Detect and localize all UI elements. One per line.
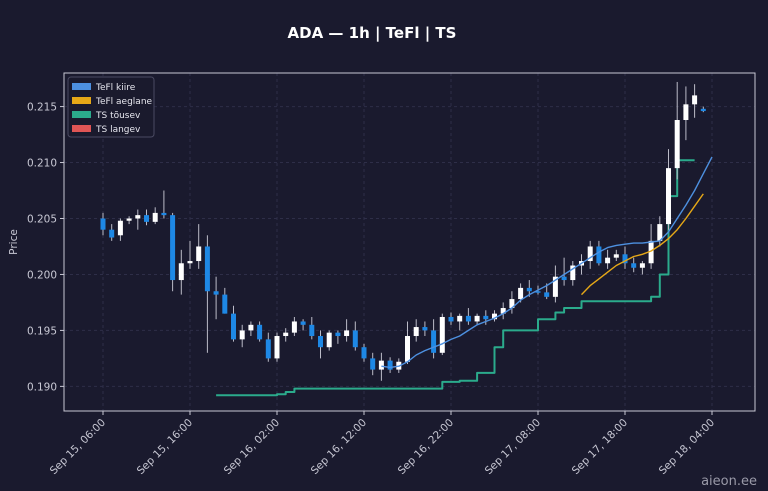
candle-body-down xyxy=(422,327,428,331)
candle-body-down xyxy=(622,254,628,264)
candle-body-up xyxy=(457,315,463,322)
candle-body-up xyxy=(152,212,158,222)
candle-body-down xyxy=(300,321,306,325)
legend-swatch xyxy=(72,111,91,118)
candle-body-up xyxy=(413,327,419,337)
candle-body-down xyxy=(170,215,176,281)
y-tick-label: 0.205 xyxy=(27,213,57,225)
candle-body-down xyxy=(535,291,541,293)
candle-body-up xyxy=(239,330,245,340)
candle-body-down xyxy=(161,212,167,216)
candle-body-up xyxy=(605,257,611,264)
series-line-tefl-aeglane xyxy=(580,193,704,296)
series-line-ts-t-usev xyxy=(216,159,695,397)
candle-body-up xyxy=(570,265,576,281)
candle-body-up xyxy=(344,330,350,337)
watermark-text: aieon.ee xyxy=(701,474,757,489)
legend-label: TS langev xyxy=(95,125,141,135)
candle-body-up xyxy=(439,316,445,353)
candle-body-down xyxy=(213,291,219,295)
candle-body-up xyxy=(500,308,506,314)
trailing-stop-layer xyxy=(216,159,695,397)
candle-body-up xyxy=(683,104,689,121)
plot-frame xyxy=(63,72,756,412)
candle-body-up xyxy=(474,315,480,322)
candle-body-up xyxy=(248,324,254,331)
legend-swatch xyxy=(72,125,91,132)
y-tick-label: 0.200 xyxy=(27,269,57,281)
series-line-tefl-kiire xyxy=(381,156,713,369)
candle-layer xyxy=(100,81,706,381)
candle-body-down xyxy=(700,108,706,112)
trend-line-layer xyxy=(381,156,713,369)
candle-body-up xyxy=(187,261,193,264)
candle-body-down xyxy=(204,246,210,292)
candle-body-down xyxy=(526,287,532,292)
candle-body-up xyxy=(657,224,663,241)
candle-body-down xyxy=(465,315,471,322)
candle-body-down xyxy=(431,330,437,353)
candle-body-down xyxy=(631,263,637,268)
candle-body-down xyxy=(144,215,149,222)
candle-body-down xyxy=(265,339,271,359)
candle-body-up xyxy=(283,332,289,337)
candle-body-up xyxy=(326,332,332,348)
candle-body-up xyxy=(674,120,680,169)
legend-label: TeFl kiire xyxy=(95,83,136,93)
legend-swatch xyxy=(72,83,91,90)
candle-body-up xyxy=(178,263,184,281)
legend-label: TeFl aeglane xyxy=(95,97,153,107)
candle-body-down xyxy=(361,347,367,359)
candle-body-up xyxy=(135,215,141,219)
candle-body-down xyxy=(352,330,358,348)
candle-body-up xyxy=(587,246,593,262)
candle-body-up xyxy=(666,168,671,225)
legend-swatch xyxy=(72,97,91,104)
y-tick-label: 0.210 xyxy=(27,158,57,170)
candle-body-down xyxy=(596,246,602,264)
candle-body-down xyxy=(100,218,106,230)
candle-body-down xyxy=(387,360,393,370)
legend: TeFl kiire TeFl aeglane TS tõusev TS langev xyxy=(67,76,155,138)
legend-label: TS tõusev xyxy=(95,111,141,121)
candle-body-up xyxy=(196,246,202,262)
candle-body-up xyxy=(509,299,515,309)
candle-body-down xyxy=(231,313,236,340)
y-tick-label: 0.190 xyxy=(27,381,57,393)
candle-body-up xyxy=(639,263,645,268)
candle-body-up xyxy=(291,321,297,333)
candle-body-down xyxy=(335,332,341,337)
candle-body-down xyxy=(544,292,550,297)
candle-body-down xyxy=(370,358,376,370)
candle-body-down xyxy=(318,336,323,348)
candle-body-down xyxy=(257,324,263,340)
candle-body-up xyxy=(126,218,132,221)
candle-body-down xyxy=(448,316,454,322)
candle-body-up xyxy=(648,240,654,264)
legend-box xyxy=(67,76,155,138)
candle-body-down xyxy=(309,324,315,337)
candle-body-down xyxy=(109,229,115,238)
candle-body-up xyxy=(492,313,497,320)
candle-body-up xyxy=(552,276,558,297)
candle-body-up xyxy=(518,287,524,300)
candle-body-up xyxy=(613,254,619,258)
y-axis-ticks: 0.190 0.195 0.200 0.205 0.210 0.215 xyxy=(27,102,64,393)
y-axis-label: Price xyxy=(8,229,20,255)
candle-body-up xyxy=(378,360,384,370)
chart-title: ADA — 1h | TeFl | TS xyxy=(288,24,457,43)
candle-body-down xyxy=(483,315,489,320)
y-tick-label: 0.215 xyxy=(27,102,57,114)
candle-body-up xyxy=(405,336,410,362)
candle-body-up xyxy=(692,95,698,105)
candle-body-up xyxy=(274,336,280,359)
candle-body-down xyxy=(222,294,228,314)
candle-body-up xyxy=(117,220,123,236)
candle-body-down xyxy=(561,276,567,281)
y-tick-label: 0.195 xyxy=(27,325,57,337)
